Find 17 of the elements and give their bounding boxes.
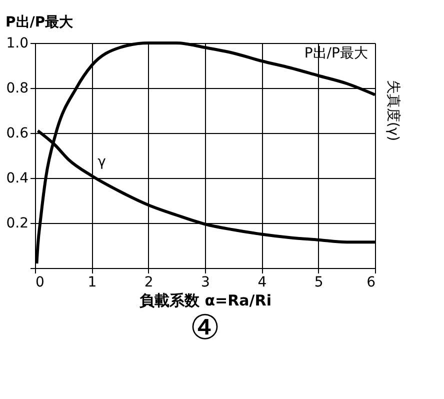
y-tick-label: 0.8 bbox=[6, 80, 28, 96]
x-tick-label: 1 bbox=[88, 274, 97, 290]
y2-axis-title: 失真度(γ) bbox=[385, 80, 401, 142]
x-tick-label: 0 bbox=[36, 274, 44, 290]
x-tick-label: 3 bbox=[201, 274, 210, 290]
x-tick-label: 5 bbox=[314, 274, 324, 290]
y-tick-label: 0.6 bbox=[6, 126, 29, 142]
x-tick-label: 2 bbox=[144, 274, 154, 290]
y-tick-label: 1.0 bbox=[6, 36, 28, 52]
x-axis-title: 負載系数 α=Ra/Ri bbox=[140, 292, 272, 310]
y-tick-label: 0.2 bbox=[6, 216, 28, 232]
x-tick-label: 4 bbox=[258, 274, 267, 290]
y-tick-label: 0.4 bbox=[6, 170, 29, 186]
y-axis-title: P出/P最大 bbox=[6, 14, 74, 30]
series-label: γ bbox=[98, 154, 106, 170]
text: ④ bbox=[190, 308, 220, 348]
x-tick-label: 6 bbox=[366, 274, 376, 290]
